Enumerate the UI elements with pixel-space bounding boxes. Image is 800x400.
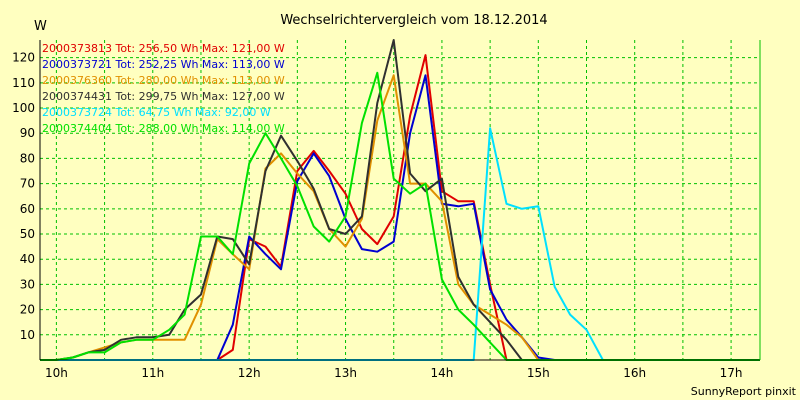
legend-entry-2: 2000373721 Tot: 252,25 Wh Max: 113,00 W xyxy=(42,58,285,71)
y-tick-label: 60 xyxy=(20,202,35,216)
y-tick-label: 10 xyxy=(20,328,35,342)
y-axis-unit: W xyxy=(34,19,47,34)
legend-entry-1: 2000373813 Tot: 256,50 Wh Max: 121,00 W xyxy=(42,42,285,55)
y-tick-label: 40 xyxy=(20,252,35,266)
y-tick-label: 70 xyxy=(20,177,35,191)
y-tick-label: 80 xyxy=(20,151,35,165)
x-tick-label: 13h xyxy=(334,366,357,380)
y-tick-label: 120 xyxy=(12,51,35,65)
x-tick-label: 10h xyxy=(45,366,68,380)
y-tick-label: 110 xyxy=(12,76,35,90)
series-line-5 xyxy=(40,127,760,361)
x-tick-label: 12h xyxy=(238,366,261,380)
x-tick-label: 15h xyxy=(527,366,550,380)
x-tick-label: 17h xyxy=(720,366,743,380)
chart-title: Wechselrichtervergleich vom 18.12.2014 xyxy=(280,13,547,28)
axes: 10 20 30 40 50 60 70 80 90 100 110 120 10h 11h 12h 13h 1… xyxy=(12,40,761,380)
legend-entry-4: 2000374431 Tot: 299,75 Wh Max: 127,00 W xyxy=(42,90,285,103)
legend-entry-5: 2000373724 Tot: 64,75 Wh Max: 92,00 W xyxy=(42,106,271,119)
y-tick-label: 90 xyxy=(20,126,35,140)
y-tick-label: 50 xyxy=(20,227,35,241)
footer-credit: SunnyReport pinxit xyxy=(691,385,797,398)
x-tick-label: 11h xyxy=(141,366,164,380)
legend-entry-3: 2000376360 Tot: 280,00 Wh Max: 113,00 W xyxy=(42,74,285,87)
grid xyxy=(40,40,760,360)
y-tick-label: 100 xyxy=(12,101,35,115)
legend: 2000373813 Tot: 256,50 Wh Max: 121,00 W 2… xyxy=(42,42,285,135)
x-tick-label: 16h xyxy=(623,366,646,380)
legend-entry-6: 2000374404 Tot: 288,00 Wh Max: 114,00 W xyxy=(42,122,285,135)
x-tick-label: 14h xyxy=(430,366,453,380)
series-lines xyxy=(40,39,760,361)
y-tick-label: 20 xyxy=(20,303,35,317)
y-tick-label: 30 xyxy=(20,277,35,291)
